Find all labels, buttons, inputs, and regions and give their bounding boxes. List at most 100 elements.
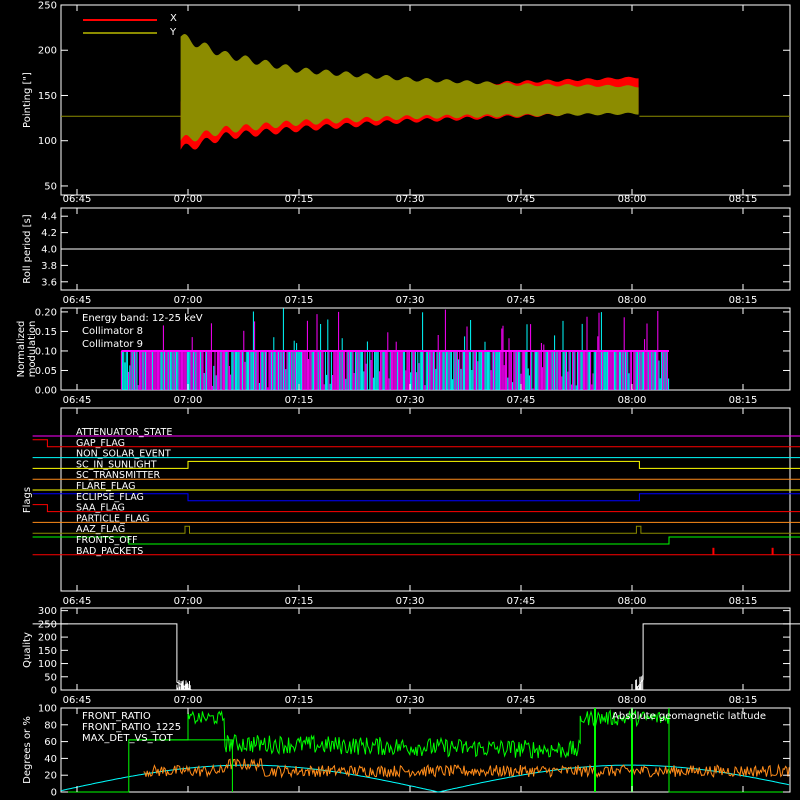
legend-label-geomagnetic-latitude: Absolute geomagnetic latitude — [612, 711, 766, 722]
y-tick-label: 50 — [44, 672, 57, 683]
y-axis-label: Degrees or % — [22, 716, 33, 784]
front-ratio-line — [61, 707, 790, 793]
time-tick-label: 07:00 — [174, 295, 203, 306]
y-tick-label: 150 — [38, 91, 57, 102]
y-tick-label: 3.8 — [41, 261, 57, 272]
y-tick-label: 50 — [44, 181, 57, 192]
y-axis-label-line: Normalized — [16, 321, 27, 378]
panel-frame — [60, 707, 791, 793]
legend-label-front-ratio-1225: FRONT_RATIO_1225 — [82, 722, 181, 733]
y-tick-label: 4.2 — [41, 228, 57, 239]
geomagnetic-latitude-line — [60, 764, 790, 793]
legend-label-y: Y — [169, 27, 177, 38]
y-tick-label: 100 — [38, 704, 57, 715]
flag-label: AAZ_FLAG — [76, 524, 125, 535]
time-tick-label: 08:15 — [729, 395, 758, 406]
y-tick-label: 0 — [51, 788, 57, 799]
y-tick-label: 60 — [44, 737, 57, 748]
max-det-vs-tot-line — [143, 758, 790, 779]
time-tick-label: 08:15 — [729, 596, 758, 607]
panel-frame — [60, 4, 791, 196]
time-tick-label: 07:45 — [507, 395, 536, 406]
legend-label-x: X — [170, 13, 177, 24]
y-tick-label: 80 — [44, 720, 57, 731]
flag-label: PARTICLE_FLAG — [76, 513, 149, 524]
y-axis-label: Pointing ["] — [22, 72, 33, 128]
time-tick-label: 06:45 — [63, 596, 92, 607]
time-tick-label: 07:45 — [507, 596, 536, 607]
time-tick-label: 07:15 — [285, 395, 314, 406]
time-tick-label: 07:00 — [174, 194, 203, 205]
time-tick-label: 07:45 — [507, 194, 536, 205]
flag-line — [32, 493, 800, 502]
y-tick-label: 0.20 — [35, 307, 57, 318]
quality-line — [32, 623, 800, 691]
time-tick-label: 08:15 — [729, 695, 758, 706]
time-tick-label: 07:45 — [507, 295, 536, 306]
y-tick-label: 3.6 — [41, 277, 57, 288]
y-tick-label: 0.00 — [35, 386, 57, 397]
y-tick-label: 100 — [38, 659, 57, 670]
time-tick-label: 07:00 — [174, 395, 203, 406]
front-ratio-1225-line — [128, 739, 233, 792]
time-tick-label: 08:00 — [618, 596, 647, 607]
flag-line — [32, 536, 800, 545]
time-tick-label: 08:15 — [729, 194, 758, 205]
y-tick-label: 250 — [38, 619, 57, 630]
y-axis-label-line: modulation — [27, 321, 38, 378]
y-tick-label: 150 — [38, 646, 57, 657]
flag-label: FLARE_FLAG — [76, 481, 136, 492]
flag-line — [32, 525, 800, 534]
y-tick-label: 200 — [38, 633, 57, 644]
y-tick-label: 100 — [38, 136, 57, 147]
y-tick-label: 250 — [38, 1, 57, 12]
time-tick-label: 07:45 — [507, 695, 536, 706]
time-tick-label: 06:45 — [63, 194, 92, 205]
flag-line — [32, 439, 800, 448]
y-axis-label: Normalizedmodulation — [16, 321, 38, 378]
flag-label: SC_IN_SUNLIGHT — [76, 459, 157, 470]
time-tick-label: 07:30 — [396, 695, 425, 706]
time-tick-label: 06:45 — [63, 295, 92, 306]
modulation-legend-title: Energy band: 12-25 keV — [82, 313, 203, 324]
legend-label-front-ratio: FRONT_RATIO — [82, 711, 151, 722]
time-tick-label: 07:15 — [285, 295, 314, 306]
y-axis-label: Quality — [22, 632, 33, 668]
y-tick-label: 0 — [51, 686, 57, 697]
time-tick-label: 07:15 — [285, 596, 314, 607]
time-tick-label: 07:00 — [174, 596, 203, 607]
y-tick-label: 40 — [44, 754, 57, 765]
time-tick-label: 07:30 — [396, 395, 425, 406]
y-tick-label: 4.0 — [41, 245, 57, 256]
flag-line — [32, 460, 800, 469]
time-tick-label: 07:30 — [396, 596, 425, 607]
y-tick-label: 300 — [38, 606, 57, 617]
flag-label: NON_SOLAR_EVENT — [76, 449, 171, 460]
time-tick-label: 08:00 — [618, 194, 647, 205]
y-pointing-band — [180, 34, 639, 142]
legend-label-max-det-vs-tot: MAX_DET_VS_TOT — [82, 733, 174, 744]
time-tick-label: 08:00 — [618, 695, 647, 706]
flag-line — [32, 504, 800, 513]
y-tick-label: 20 — [44, 771, 57, 782]
panel-frame — [60, 607, 791, 691]
y-tick-label: 0.05 — [35, 366, 57, 377]
time-tick-label: 07:15 — [285, 695, 314, 706]
time-tick-label: 07:30 — [396, 295, 425, 306]
legend-label-collimator-9: Collimator 9 — [82, 339, 143, 350]
time-tick-label: 08:00 — [618, 395, 647, 406]
flag-label: FRONTS_OFF — [76, 535, 138, 546]
y-tick-label: 4.4 — [41, 212, 57, 223]
flag-label: BAD_PACKETS — [76, 546, 143, 557]
time-tick-label: 07:00 — [174, 695, 203, 706]
time-tick-label: 08:00 — [618, 295, 647, 306]
y-axis-label: Flags — [22, 487, 33, 513]
legend-label-collimator-8: Collimator 8 — [82, 326, 143, 337]
time-tick-label: 07:30 — [396, 194, 425, 205]
time-tick-label: 07:15 — [285, 194, 314, 205]
y-tick-label: 0.10 — [35, 346, 57, 357]
time-tick-label: 08:15 — [729, 295, 758, 306]
flag-label: ECLIPSE_FLAG — [76, 492, 144, 503]
flag-label: SAA_FLAG — [76, 503, 125, 514]
